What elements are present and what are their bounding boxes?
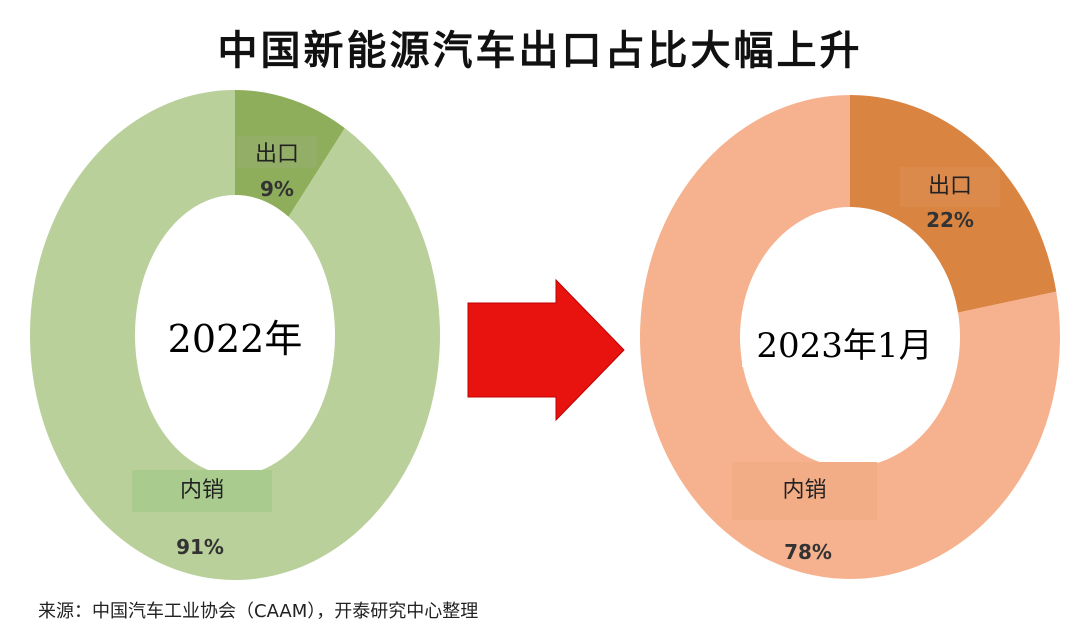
left-domestic-pct: 91% [176, 535, 224, 559]
left-domestic-label: 内销 [132, 470, 272, 512]
source-note: 来源：中国汽车工业协会（CAAM），开泰研究中心整理 [38, 601, 479, 622]
left-center-label: 2022年 [167, 317, 303, 361]
right-domestic-label: 内销 [732, 462, 877, 520]
right-export-label: 出口 [900, 167, 1000, 207]
right-export-pct: 22% [926, 208, 974, 232]
right-slice-domestic [640, 94, 1060, 580]
left-export-pct: 9% [260, 177, 294, 201]
left-export-label: 出口 [237, 136, 317, 168]
left-slice-domestic [29, 90, 440, 581]
chart-title: 中国新能源汽车出口占比大幅上升 [217, 28, 863, 74]
right-domestic-pct: 78% [784, 540, 832, 564]
right-center-label: 2023年1月 [742, 318, 947, 367]
arrow-right-icon [467, 278, 625, 422]
